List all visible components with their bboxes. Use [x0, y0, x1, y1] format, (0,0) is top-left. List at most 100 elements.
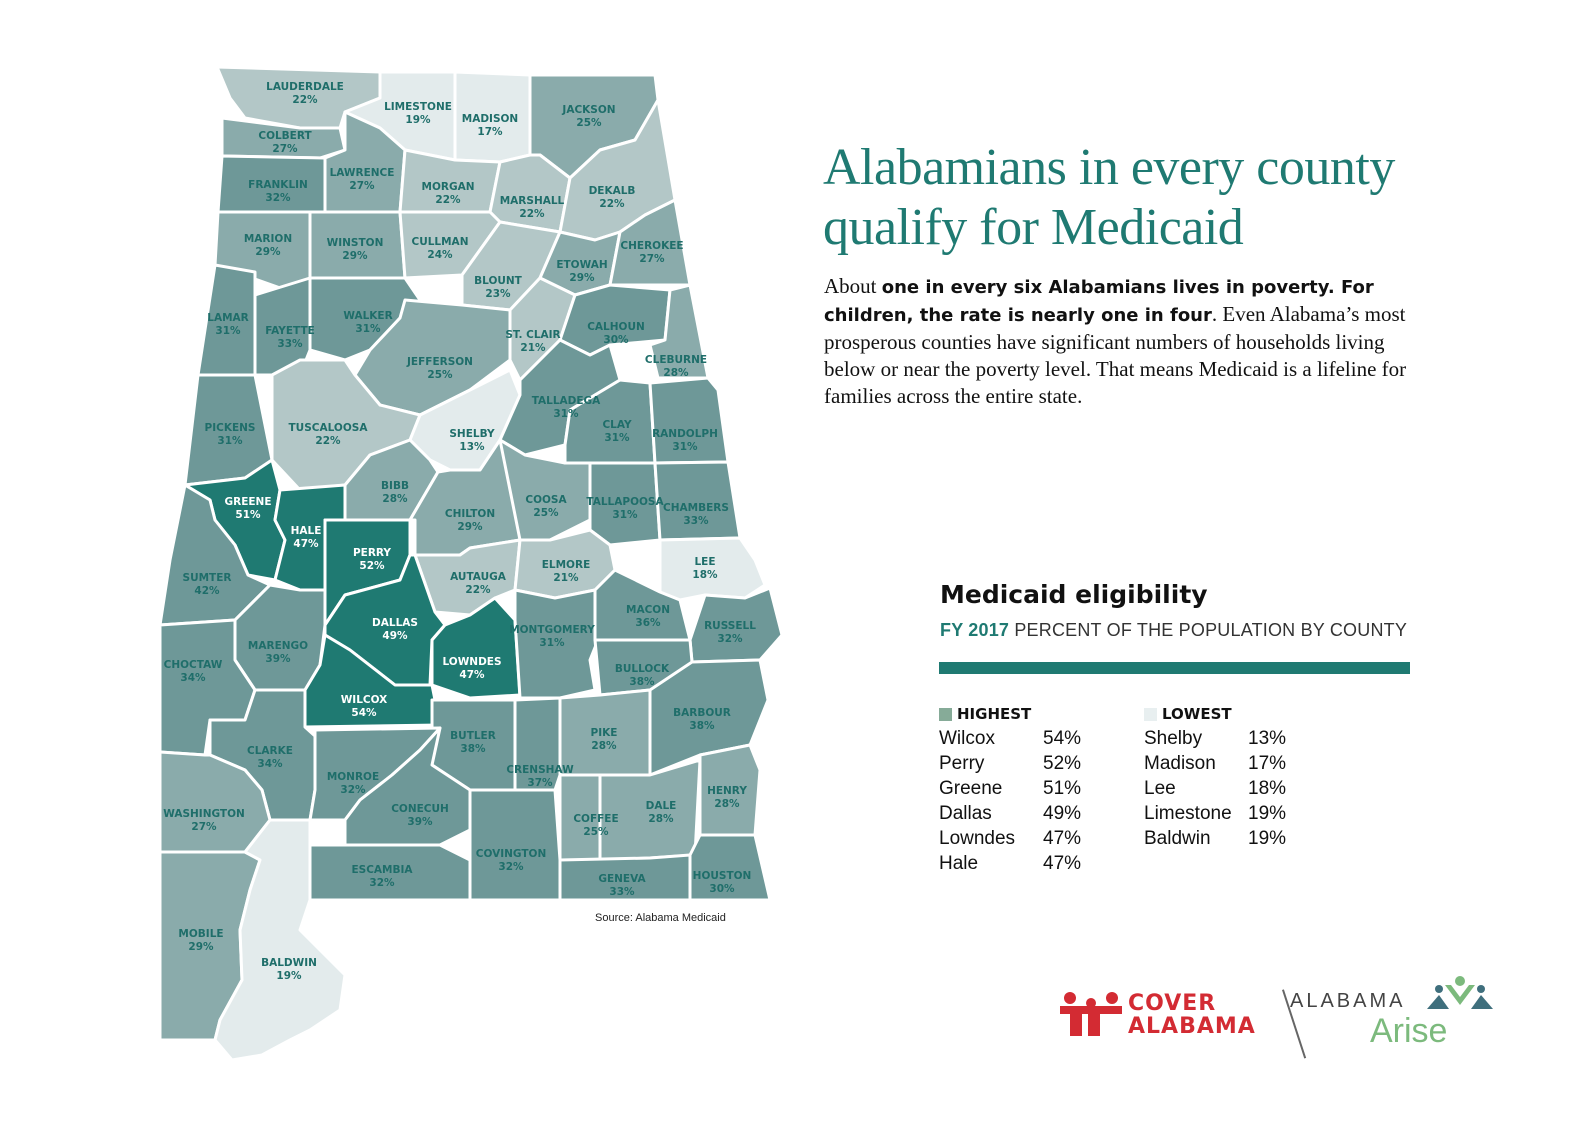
county-value-barbour: 38% — [689, 720, 715, 732]
county-value-elmore: 21% — [553, 572, 579, 584]
county-value-perry: 52% — [359, 560, 385, 572]
county-name-covington: COVINGTON — [476, 848, 546, 860]
county-chambers — [653, 460, 742, 542]
county-value-choctaw: 34% — [180, 672, 206, 684]
county-value-pickens: 31% — [217, 435, 243, 447]
intro-paragraph: About one in every six Alabamians lives … — [824, 273, 1434, 410]
county-name-chambers: CHAMBERS — [663, 502, 729, 514]
highest-county-name: Hale — [939, 852, 979, 874]
county-name-marion: MARION — [244, 233, 292, 245]
lowest-header: LOWEST — [1144, 702, 1286, 726]
county-value-jefferson: 25% — [427, 369, 453, 381]
legend-title: Medicaid eligibility — [940, 580, 1208, 609]
county-name-lowndes: LOWNDES — [442, 656, 501, 668]
lowest-row: Shelby 13% — [1144, 726, 1286, 751]
county-value-dale: 28% — [648, 813, 674, 825]
lowest-county-value: 17% — [1248, 752, 1287, 774]
county-name-franklin: FRANKLIN — [248, 179, 308, 191]
highest-row: Wilcox 54% — [939, 726, 1081, 751]
county-name-barbour: BARBOUR — [673, 707, 731, 719]
county-value-escambia: 32% — [369, 877, 395, 889]
lowest-county-name: Baldwin — [1144, 827, 1211, 849]
highest-swatch-icon — [939, 707, 952, 721]
lowest-swatch-icon — [1144, 707, 1157, 721]
county-randolph — [648, 376, 730, 465]
county-name-st-clair: ST. CLAIR — [505, 329, 560, 341]
county-name-houston: HOUSTON — [693, 870, 752, 882]
legend-subtitle-text: PERCENT OF THE POPULATION BY COUNTY — [1014, 620, 1408, 640]
lowest-county-name: Madison — [1144, 752, 1216, 774]
county-name-tallapoosa: TALLAPOOSA — [586, 496, 664, 508]
county-name-tuscaloosa: TUSCALOOSA — [289, 422, 369, 434]
county-value-washington: 27% — [191, 821, 217, 833]
county-wilcox — [303, 633, 442, 729]
highest-row: Lowndes 47% — [939, 826, 1081, 851]
cover-alabama-wordmark: COVER ALABAMA — [1128, 992, 1256, 1038]
county-value-marion: 29% — [255, 246, 281, 258]
county-value-jackson: 25% — [576, 117, 602, 129]
county-covington — [468, 788, 562, 902]
lowest-county-value: 18% — [1248, 777, 1287, 799]
county-value-hale: 47% — [293, 538, 319, 550]
county-value-st-clair: 21% — [520, 342, 546, 354]
county-name-randolph: RANDOLPH — [652, 428, 718, 440]
county-sumter — [158, 483, 272, 627]
county-name-jackson: JACKSON — [561, 104, 615, 116]
county-name-limestone: LIMESTONE — [384, 101, 452, 113]
county-value-macon: 36% — [635, 617, 661, 629]
highest-county-value: 52% — [1043, 752, 1082, 774]
intro-text-start: About — [824, 274, 882, 298]
county-name-clarke: CLARKE — [247, 745, 293, 757]
county-name-walker: WALKER — [343, 310, 392, 322]
cover-line-2: ALABAMA — [1128, 1014, 1256, 1039]
county-name-blount: BLOUNT — [474, 275, 523, 287]
county-value-calhoun: 30% — [603, 334, 629, 346]
county-name-etowah: ETOWAH — [556, 259, 607, 271]
county-name-jefferson: JEFFERSON — [406, 356, 473, 368]
county-value-fayette: 33% — [277, 338, 303, 350]
county-value-lowndes: 47% — [459, 669, 485, 681]
county-name-dekalb: DEKALB — [589, 185, 636, 197]
highest-row: Dallas 49% — [939, 801, 1081, 826]
county-name-lawrence: LAWRENCE — [330, 167, 395, 179]
intro-bold-text: one in every six Alabamians lives in pov… — [824, 277, 1374, 326]
highest-label: HIGHEST — [957, 705, 1032, 723]
county-value-randolph: 31% — [672, 441, 698, 453]
county-value-coffee: 25% — [583, 826, 609, 838]
county-cleburne — [648, 283, 710, 380]
lowest-row: Lee 18% — [1144, 776, 1286, 801]
county-name-calhoun: CALHOUN — [587, 321, 645, 333]
county-name-coffee: COFFEE — [573, 813, 618, 825]
title-line-1: Alabamians in every county — [823, 139, 1395, 196]
county-value-lee: 18% — [692, 569, 718, 581]
county-name-escambia: ESCAMBIA — [351, 864, 413, 876]
county-value-bibb: 28% — [382, 493, 408, 505]
cover-line-1: COVER — [1128, 991, 1217, 1016]
legend-year: FY 2017 — [940, 620, 1010, 640]
county-name-baldwin: BALDWIN — [261, 957, 317, 969]
highest-county-value: 47% — [1043, 852, 1082, 874]
cover-alabama-logo-icon — [1060, 992, 1122, 1036]
county-name-crenshaw: CRENSHAW — [506, 764, 574, 776]
county-value-wilcox: 54% — [351, 707, 377, 719]
county-value-tallapoosa: 31% — [612, 509, 638, 521]
lowest-label: LOWEST — [1162, 705, 1232, 723]
highest-county-name: Perry — [939, 752, 985, 774]
county-name-wilcox: WILCOX — [341, 694, 388, 706]
county-value-lawrence: 27% — [349, 180, 375, 192]
arise-people-logo-icon — [1427, 976, 1493, 1009]
county-value-clay: 31% — [604, 432, 630, 444]
county-name-pickens: PICKENS — [205, 422, 256, 434]
county-name-marengo: MARENGO — [248, 640, 308, 652]
lowest-row: Madison 17% — [1144, 751, 1286, 776]
lowest-county-value: 19% — [1248, 802, 1287, 824]
county-value-pike: 28% — [591, 740, 617, 752]
lowest-row: Limestone 19% — [1144, 801, 1286, 826]
highest-row: Greene 51% — [939, 776, 1081, 801]
arise-wordmark: Arise — [1370, 1012, 1448, 1050]
county-name-greene: GREENE — [224, 496, 271, 508]
county-name-butler: BUTLER — [450, 730, 496, 742]
highest-county-value: 49% — [1043, 802, 1082, 824]
county-value-houston: 30% — [709, 883, 735, 895]
